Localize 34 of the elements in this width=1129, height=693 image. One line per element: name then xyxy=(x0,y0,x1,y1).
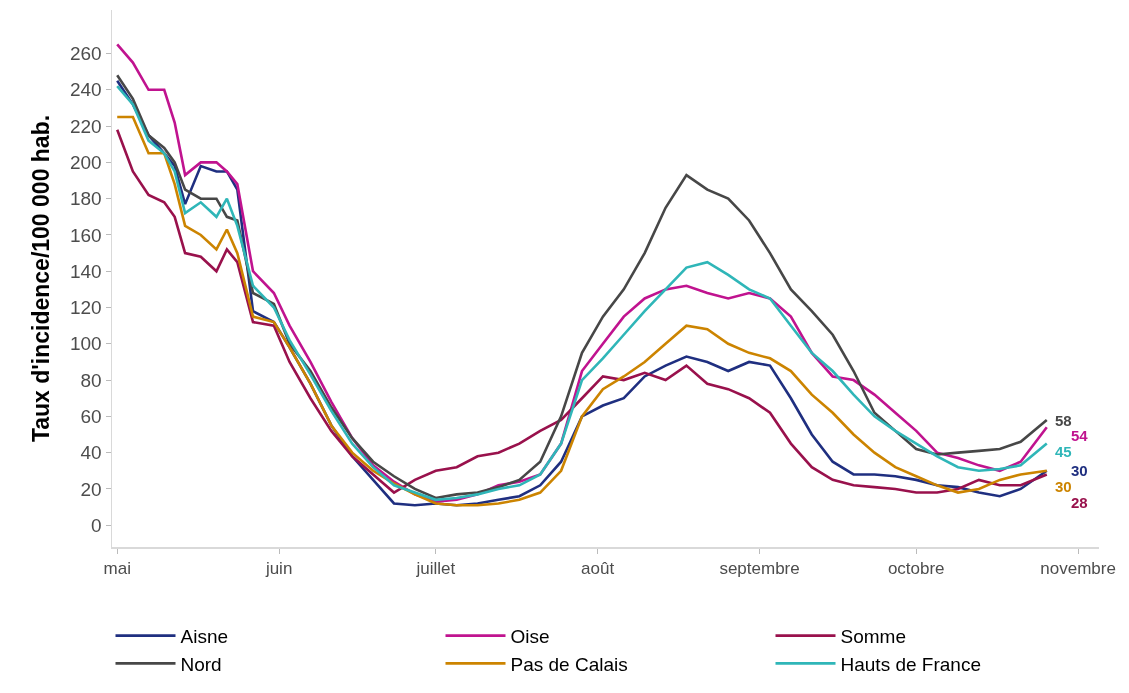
y-tick-label: 260 xyxy=(70,43,102,65)
data-label: 28 xyxy=(1071,494,1088,511)
x-tick-label: octobre xyxy=(887,558,945,578)
y-tick-label: 160 xyxy=(70,224,102,246)
x-tick-label: septembre xyxy=(719,558,800,578)
y-tick-label: 60 xyxy=(80,406,102,428)
y-tick-label: 20 xyxy=(80,478,102,500)
legend-label: Hauts de France xyxy=(840,653,981,675)
x-tick-label: août xyxy=(581,558,615,578)
x-tick-label: juin xyxy=(264,558,293,578)
y-tick-label: 80 xyxy=(80,369,102,391)
data-label: 54 xyxy=(1071,427,1089,444)
y-axis-title: Taux d'incidence/100 000 hab. xyxy=(27,114,54,443)
y-tick-label: 0 xyxy=(91,514,102,536)
data-label: 58 xyxy=(1055,412,1072,429)
x-tick-label: mai xyxy=(103,558,131,578)
data-label: 30 xyxy=(1055,478,1072,495)
legend-label: Pas de Calais xyxy=(510,653,628,675)
legend-label: Nord xyxy=(180,653,222,675)
x-tick-label: novembre xyxy=(1040,558,1116,578)
y-tick-label: 120 xyxy=(70,297,102,319)
data-label: 45 xyxy=(1055,443,1072,460)
legend-label: Somme xyxy=(840,626,906,648)
y-tick-label: 220 xyxy=(70,115,102,137)
y-tick-label: 140 xyxy=(70,260,102,282)
y-tick-label: 100 xyxy=(70,333,102,355)
y-tick-label: 180 xyxy=(70,188,102,210)
data-label: 30 xyxy=(1071,462,1088,479)
y-tick-label: 40 xyxy=(80,442,102,464)
y-tick-label: 200 xyxy=(70,152,102,174)
legend-label: Aisne xyxy=(180,626,229,648)
x-tick-label: juillet xyxy=(415,558,456,578)
legend-label: Oise xyxy=(510,626,550,648)
y-tick-label: 240 xyxy=(70,79,102,101)
